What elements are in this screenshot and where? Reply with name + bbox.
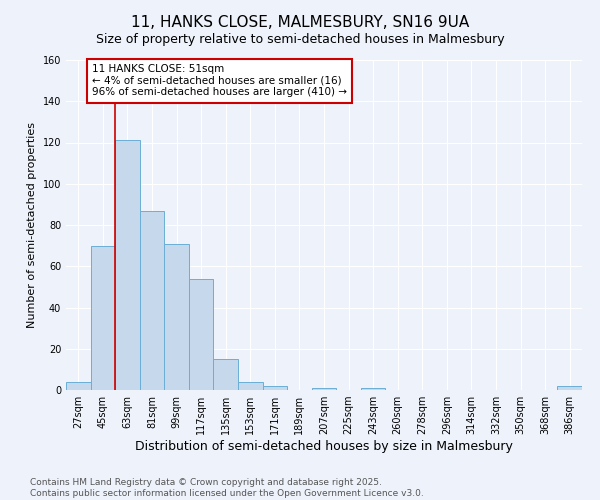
Text: Contains HM Land Registry data © Crown copyright and database right 2025.
Contai: Contains HM Land Registry data © Crown c… [30, 478, 424, 498]
Bar [263, 386, 287, 390]
Bar [91, 246, 115, 390]
Bar [361, 388, 385, 390]
Bar [238, 382, 263, 390]
X-axis label: Distribution of semi-detached houses by size in Malmesbury: Distribution of semi-detached houses by … [135, 440, 513, 453]
Bar [557, 386, 582, 390]
Text: 11 HANKS CLOSE: 51sqm
← 4% of semi-detached houses are smaller (16)
96% of semi-: 11 HANKS CLOSE: 51sqm ← 4% of semi-detac… [92, 64, 347, 98]
Bar [164, 244, 189, 390]
Bar [115, 140, 140, 390]
Bar [189, 278, 214, 390]
Bar [214, 359, 238, 390]
Bar [140, 210, 164, 390]
Text: 11, HANKS CLOSE, MALMESBURY, SN16 9UA: 11, HANKS CLOSE, MALMESBURY, SN16 9UA [131, 15, 469, 30]
Bar [66, 382, 91, 390]
Bar [312, 388, 336, 390]
Text: Size of property relative to semi-detached houses in Malmesbury: Size of property relative to semi-detach… [95, 32, 505, 46]
Y-axis label: Number of semi-detached properties: Number of semi-detached properties [27, 122, 37, 328]
